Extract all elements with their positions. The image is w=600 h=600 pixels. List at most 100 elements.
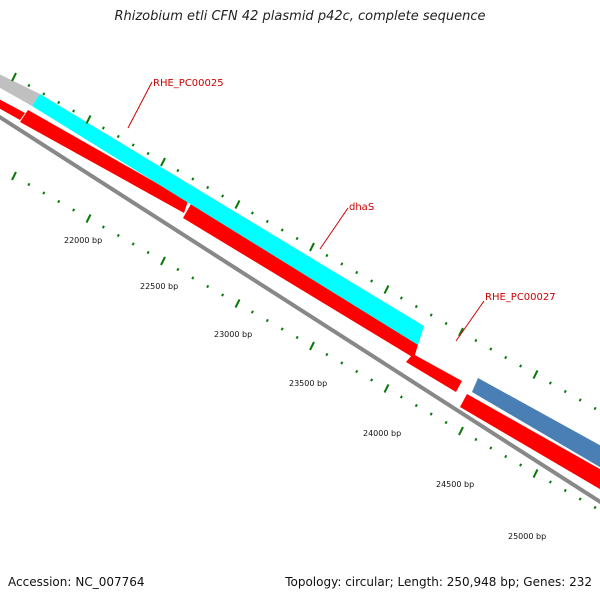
map-title: Rhizobium etli CFN 42 plasmid p42c, comp… [114, 9, 486, 24]
ruler-tick-inner-30 [458, 426, 464, 436]
ruler-tick-outer-8 [131, 143, 135, 147]
ruler-tick-inner-15 [234, 299, 241, 308]
genes-value: 232 [569, 575, 592, 589]
genes-label: Genes: [523, 575, 566, 589]
ruler-tick-inner-39 [593, 505, 597, 510]
label-line-RHE_PC00027 [455, 300, 485, 342]
ruler-tick-inner-22 [340, 361, 344, 365]
ruler-tick-outer-19 [295, 236, 299, 241]
ruler-label-24000: 24000 bp [363, 429, 401, 438]
topology-value: circular [345, 575, 390, 589]
ruler-tick-outer-12 [191, 177, 195, 181]
gene-arrow-inner-1 [20, 110, 188, 213]
ruler-tick-outer-23 [355, 270, 359, 275]
length-value: 250,948 bp [446, 575, 516, 589]
ruler-tick-outer-28 [429, 313, 433, 317]
ruler-tick-inner-11 [176, 267, 180, 272]
ruler-tick-outer-30 [458, 327, 464, 337]
ruler-tick-inner-8 [131, 242, 135, 246]
ruler-tick-outer-34 [519, 364, 523, 368]
ruler-tick-inner-36 [548, 480, 552, 484]
ruler-tick-outer-14 [221, 194, 225, 198]
ruler-tick-inner-21 [325, 352, 329, 357]
ruler-tick-inner-7 [116, 233, 120, 238]
ruler-tick-inner-33 [504, 454, 508, 459]
ruler-tick-outer-29 [444, 321, 448, 326]
ruler-label-23000: 23000 bp [214, 330, 252, 339]
ruler-tick-inner-24 [370, 378, 374, 382]
ruler-tick-outer-33 [504, 355, 508, 360]
ruler-tick-inner-34 [519, 463, 523, 467]
ruler-tick-inner-27 [414, 403, 418, 408]
accession-label: Accession: [8, 575, 72, 589]
ruler-tick-inner-32 [489, 446, 493, 450]
ruler-tick-inner-12 [191, 276, 195, 280]
ruler-tick-outer-24 [370, 279, 374, 283]
ruler-tick-outer-21 [325, 253, 329, 258]
ruler-tick-inner-35 [532, 469, 539, 478]
ruler-tick-outer-0 [11, 72, 17, 82]
ruler-tick-outer-10 [160, 157, 166, 167]
ruler-tick-inner-25 [383, 384, 390, 393]
gene-arrow-prev [0, 99, 25, 120]
ruler-tick-inner-28 [429, 412, 433, 416]
ruler-tick-outer-3 [57, 100, 61, 105]
ruler-tick-outer-7 [116, 134, 120, 139]
label-line-RHE_PC00025 [127, 81, 153, 129]
ruler-tick-inner-5 [85, 214, 92, 223]
ruler-tick-outer-39 [593, 406, 597, 411]
ruler-tick-outer-22 [340, 262, 344, 266]
ruler-tick-inner-31 [474, 437, 478, 442]
ruler-ticks-outer [11, 72, 597, 411]
ruler-label-23500: 23500 bp [289, 379, 327, 388]
ruler-tick-inner-1 [27, 182, 31, 187]
ruler-tick-inner-10 [160, 256, 166, 266]
ruler-tick-outer-13 [206, 185, 210, 190]
ruler-tick-inner-3 [57, 199, 61, 204]
ruler-tick-inner-16 [250, 310, 254, 314]
gene-arrow-dhaS [183, 204, 420, 358]
length-label: Length: [397, 575, 443, 589]
ruler-tick-outer-9 [146, 151, 150, 156]
topology-label: Topology: [285, 575, 342, 589]
ruler-tick-inner-26 [399, 395, 403, 399]
ruler-tick-outer-25 [383, 285, 390, 294]
gene-arrow-RHE_PC00025 [32, 94, 424, 345]
ruler-tick-outer-31 [474, 338, 478, 343]
ruler-tick-inner-20 [309, 341, 315, 351]
ruler-tick-outer-11 [176, 168, 180, 173]
ruler-tick-outer-6 [101, 126, 105, 130]
backbone-line [0, 114, 600, 505]
ruler-tick-outer-4 [72, 109, 76, 113]
ruler-tick-inner-13 [206, 284, 210, 289]
ruler-tick-inner-0 [11, 171, 17, 181]
ruler-tick-inner-2 [42, 191, 46, 195]
ruler-tick-inner-17 [265, 318, 269, 323]
ruler-tick-outer-36 [548, 381, 552, 385]
ruler-tick-inner-4 [72, 208, 76, 212]
gene-label-dhaS: dhaS [349, 202, 374, 213]
ruler-tick-outer-26 [399, 296, 403, 300]
ruler-label-24500: 24500 bp [436, 480, 474, 489]
gene-arrow-RHE_PC00027 [406, 354, 462, 392]
gene-label-RHE_PC00027: RHE_PC00027 [485, 292, 556, 303]
ruler-tick-inner-18 [280, 327, 284, 331]
ruler-tick-inner-23 [355, 369, 359, 374]
ruler-tick-outer-38 [578, 398, 582, 402]
ruler-tick-inner-6 [101, 225, 105, 229]
ruler-tick-inner-14 [221, 293, 225, 297]
ruler-tick-inner-19 [295, 335, 299, 340]
ruler-tick-inner-37 [563, 488, 567, 493]
ruler-tick-inner-9 [146, 250, 150, 255]
ruler-tick-outer-5 [85, 115, 92, 124]
ruler-tick-outer-27 [414, 304, 418, 309]
ruler-label-22500: 22500 bp [140, 282, 178, 291]
summary-info: Topology: circular; Length: 250,948 bp; … [285, 575, 592, 589]
accession-info: Accession: NC_007764 [8, 575, 145, 589]
ruler-tick-inner-38 [578, 497, 582, 501]
gene-arrow-inner-next [460, 394, 600, 490]
ruler-tick-outer-32 [489, 347, 493, 351]
ruler-tick-outer-17 [265, 219, 269, 224]
ruler-tick-inner-29 [444, 420, 448, 425]
label-line-dhaS [319, 207, 349, 250]
